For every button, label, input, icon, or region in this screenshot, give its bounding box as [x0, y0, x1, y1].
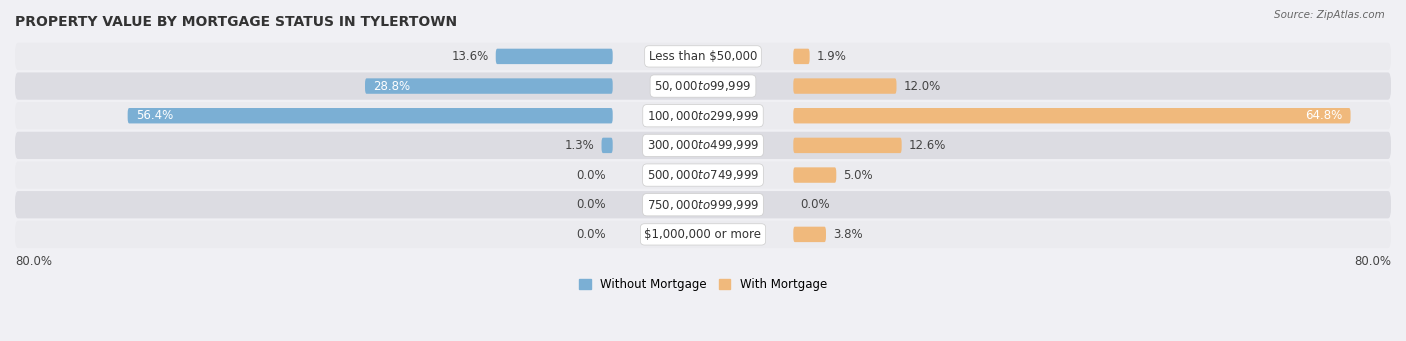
FancyBboxPatch shape	[15, 161, 1391, 189]
FancyBboxPatch shape	[793, 227, 825, 242]
Text: 3.8%: 3.8%	[832, 228, 862, 241]
FancyBboxPatch shape	[793, 108, 1351, 123]
FancyBboxPatch shape	[15, 102, 1391, 129]
Text: 56.4%: 56.4%	[136, 109, 173, 122]
Text: 80.0%: 80.0%	[15, 255, 52, 268]
Text: 1.3%: 1.3%	[565, 139, 595, 152]
Text: 5.0%: 5.0%	[844, 168, 873, 181]
Legend: Without Mortgage, With Mortgage: Without Mortgage, With Mortgage	[574, 273, 832, 295]
Text: 0.0%: 0.0%	[576, 168, 606, 181]
FancyBboxPatch shape	[15, 72, 1391, 100]
FancyBboxPatch shape	[15, 221, 1391, 248]
FancyBboxPatch shape	[15, 43, 1391, 70]
FancyBboxPatch shape	[128, 108, 613, 123]
Text: 0.0%: 0.0%	[576, 228, 606, 241]
Text: 80.0%: 80.0%	[1354, 255, 1391, 268]
Text: Source: ZipAtlas.com: Source: ZipAtlas.com	[1274, 10, 1385, 20]
Text: $100,000 to $299,999: $100,000 to $299,999	[647, 109, 759, 123]
FancyBboxPatch shape	[15, 132, 1391, 159]
FancyBboxPatch shape	[602, 138, 613, 153]
Text: 28.8%: 28.8%	[374, 79, 411, 92]
Text: 13.6%: 13.6%	[451, 50, 489, 63]
Text: 12.0%: 12.0%	[904, 79, 941, 92]
Text: 0.0%: 0.0%	[576, 198, 606, 211]
FancyBboxPatch shape	[366, 78, 613, 94]
FancyBboxPatch shape	[793, 49, 810, 64]
FancyBboxPatch shape	[793, 78, 897, 94]
Text: $500,000 to $749,999: $500,000 to $749,999	[647, 168, 759, 182]
Text: $300,000 to $499,999: $300,000 to $499,999	[647, 138, 759, 152]
Text: 1.9%: 1.9%	[817, 50, 846, 63]
Text: Less than $50,000: Less than $50,000	[648, 50, 758, 63]
Text: 12.6%: 12.6%	[908, 139, 946, 152]
Text: 0.0%: 0.0%	[800, 198, 830, 211]
FancyBboxPatch shape	[15, 191, 1391, 218]
FancyBboxPatch shape	[793, 167, 837, 183]
Text: $1,000,000 or more: $1,000,000 or more	[644, 228, 762, 241]
Text: 64.8%: 64.8%	[1305, 109, 1341, 122]
Text: PROPERTY VALUE BY MORTGAGE STATUS IN TYLERTOWN: PROPERTY VALUE BY MORTGAGE STATUS IN TYL…	[15, 15, 457, 29]
FancyBboxPatch shape	[496, 49, 613, 64]
FancyBboxPatch shape	[793, 138, 901, 153]
Text: $750,000 to $999,999: $750,000 to $999,999	[647, 198, 759, 212]
Text: $50,000 to $99,999: $50,000 to $99,999	[654, 79, 752, 93]
